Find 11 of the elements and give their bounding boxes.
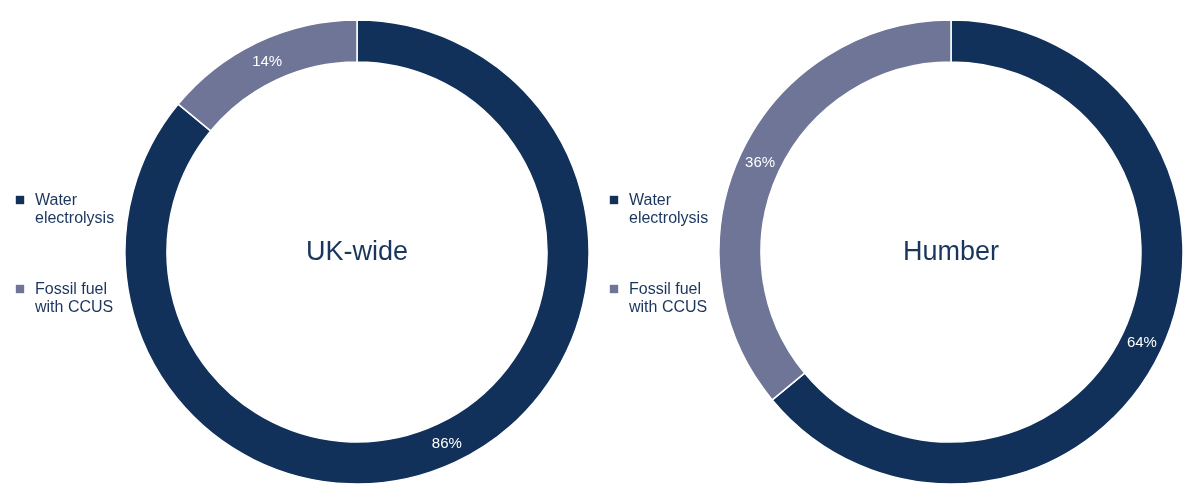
data-label: 86%: [431, 433, 462, 451]
donut-slice: [124, 19, 590, 485]
legend-label: Water electrolysis: [629, 191, 709, 226]
legend-label: Fossil fuel with CCUS: [628, 280, 708, 315]
legend-label: Water electrolysis: [35, 191, 115, 226]
text: UK-wide: [305, 236, 409, 266]
legend-label: Fossil fuel with CCUS: [34, 280, 114, 315]
text: Humber: [902, 236, 1000, 266]
data-label: 14%: [252, 52, 283, 70]
data-label: 36%: [745, 153, 776, 171]
data-label: 64%: [1126, 332, 1157, 350]
